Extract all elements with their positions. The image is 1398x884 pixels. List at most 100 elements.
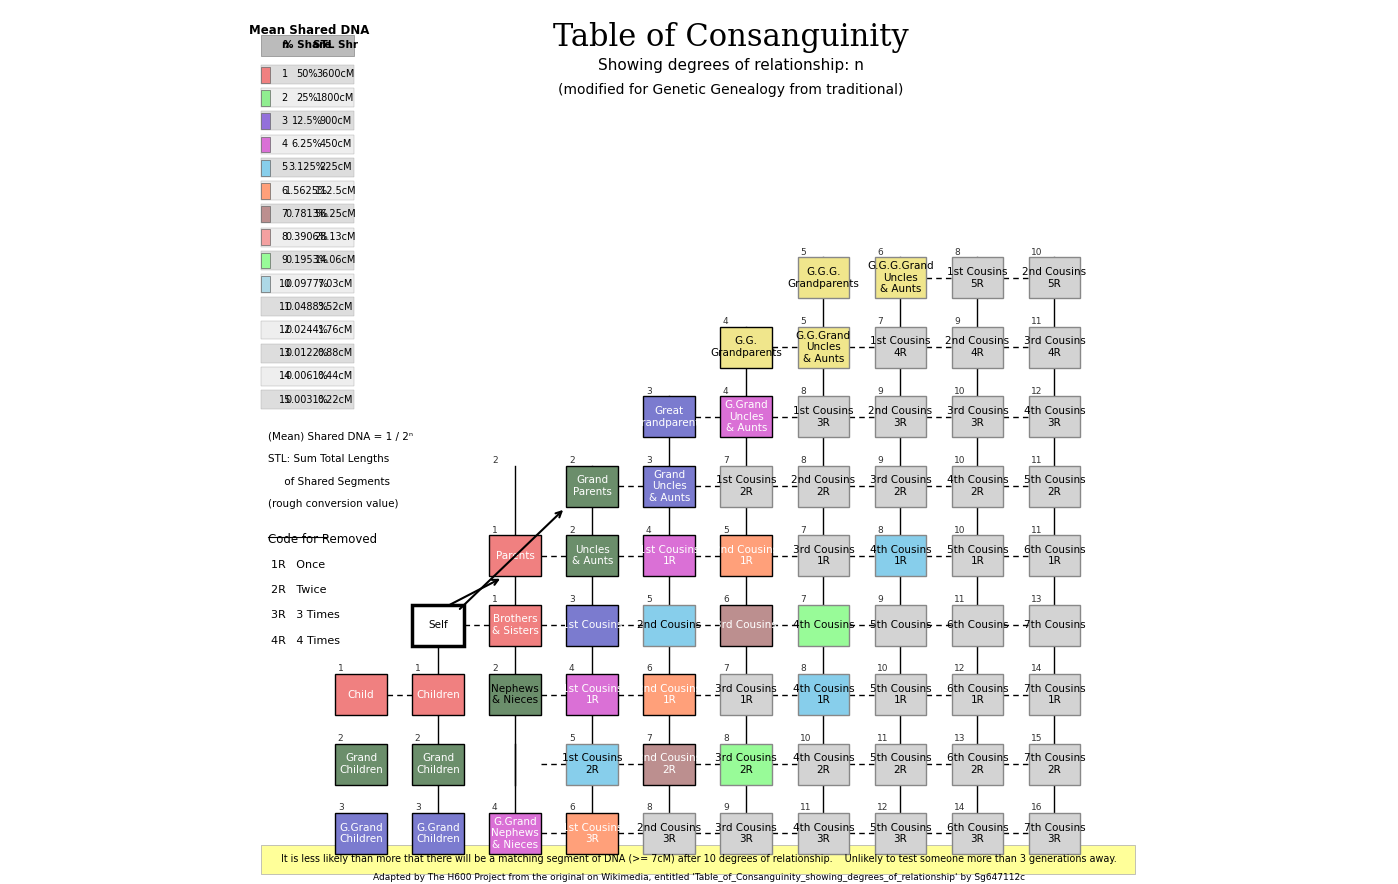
Text: 5th Cousins
2R: 5th Cousins 2R	[870, 753, 931, 775]
Text: 3rd Cousins
1R: 3rd Cousins 1R	[716, 683, 777, 705]
Text: 5: 5	[800, 248, 805, 256]
Text: 4th Cousins
1R: 4th Cousins 1R	[793, 683, 854, 705]
Text: 4: 4	[492, 804, 498, 812]
FancyBboxPatch shape	[261, 276, 270, 292]
Text: 9: 9	[953, 317, 960, 326]
Text: 8: 8	[800, 386, 805, 396]
Text: 7th Cousins
1R: 7th Cousins 1R	[1023, 683, 1085, 705]
Text: 9: 9	[877, 456, 882, 465]
Text: 6: 6	[877, 248, 882, 256]
FancyBboxPatch shape	[261, 183, 270, 199]
Text: 112.5cM: 112.5cM	[315, 186, 356, 195]
Text: 8: 8	[877, 525, 882, 535]
Text: G.Grand
Uncles
& Aunts: G.Grand Uncles & Aunts	[724, 400, 768, 433]
Text: 4R   4 Times: 4R 4 Times	[271, 636, 340, 645]
FancyBboxPatch shape	[720, 535, 772, 576]
FancyBboxPatch shape	[489, 813, 541, 854]
FancyBboxPatch shape	[720, 605, 772, 645]
Text: 3600cM: 3600cM	[316, 69, 355, 80]
FancyBboxPatch shape	[489, 535, 541, 576]
Text: 56.25cM: 56.25cM	[315, 209, 356, 219]
Text: 7: 7	[281, 209, 288, 219]
Text: 2nd Cousins
4R: 2nd Cousins 4R	[945, 337, 1009, 358]
Text: 7: 7	[877, 317, 882, 326]
Text: 10: 10	[953, 386, 966, 396]
Text: 1st Cousins
4R: 1st Cousins 4R	[870, 337, 931, 358]
Text: 10: 10	[1032, 248, 1043, 256]
FancyBboxPatch shape	[261, 204, 354, 224]
Text: 2: 2	[492, 665, 498, 674]
Text: 7th Cousins: 7th Cousins	[1023, 620, 1085, 630]
Text: 5th Cousins
2R: 5th Cousins 2R	[1023, 476, 1085, 497]
Text: 0.22cM: 0.22cM	[317, 394, 354, 405]
Text: 11: 11	[1032, 456, 1043, 465]
Text: G.G.G.Grand
Uncles
& Aunts: G.G.G.Grand Uncles & Aunts	[867, 262, 934, 294]
Text: 7: 7	[800, 595, 805, 604]
FancyBboxPatch shape	[720, 674, 772, 715]
Text: 6th Cousins
1R: 6th Cousins 1R	[1023, 545, 1085, 567]
Text: 11: 11	[1032, 317, 1043, 326]
Text: 4: 4	[569, 665, 575, 674]
FancyBboxPatch shape	[720, 396, 772, 438]
Text: 1st Cousins
1R: 1st Cousins 1R	[562, 683, 622, 705]
FancyBboxPatch shape	[261, 134, 354, 154]
FancyBboxPatch shape	[261, 181, 354, 200]
FancyBboxPatch shape	[797, 327, 849, 368]
FancyBboxPatch shape	[643, 743, 695, 785]
Text: 2: 2	[492, 456, 498, 465]
Text: 0.7813%: 0.7813%	[285, 209, 329, 219]
Text: 5: 5	[723, 525, 728, 535]
FancyBboxPatch shape	[336, 813, 387, 854]
FancyBboxPatch shape	[261, 227, 354, 247]
FancyBboxPatch shape	[1029, 396, 1081, 438]
FancyBboxPatch shape	[261, 206, 270, 222]
Text: 8: 8	[800, 665, 805, 674]
Text: 3rd Cousins
3R: 3rd Cousins 3R	[946, 406, 1008, 428]
FancyBboxPatch shape	[261, 845, 1135, 874]
FancyBboxPatch shape	[952, 327, 1004, 368]
Text: 6: 6	[569, 804, 575, 812]
Text: 2nd Cousins
2R: 2nd Cousins 2R	[791, 476, 856, 497]
Text: 5: 5	[569, 734, 575, 743]
Text: 7th Cousins
3R: 7th Cousins 3R	[1023, 823, 1085, 844]
Text: 6.25%: 6.25%	[292, 139, 323, 149]
Text: 4th Cousins
3R: 4th Cousins 3R	[793, 823, 854, 844]
Text: 0.0031%: 0.0031%	[285, 394, 329, 405]
Text: Parents: Parents	[496, 551, 534, 560]
FancyBboxPatch shape	[952, 466, 1004, 507]
FancyBboxPatch shape	[643, 813, 695, 854]
FancyBboxPatch shape	[412, 674, 464, 715]
Text: 2: 2	[338, 734, 344, 743]
FancyBboxPatch shape	[797, 605, 849, 645]
FancyBboxPatch shape	[261, 65, 354, 84]
Text: 3.52cM: 3.52cM	[317, 301, 354, 312]
Text: 1st Cousins: 1st Cousins	[562, 620, 622, 630]
Text: 6th Cousins
1R: 6th Cousins 1R	[946, 683, 1008, 705]
FancyBboxPatch shape	[261, 113, 270, 129]
Text: 10: 10	[953, 456, 966, 465]
Text: Great
Grandparents: Great Grandparents	[633, 406, 705, 428]
Text: 9: 9	[877, 595, 882, 604]
Text: 11: 11	[953, 595, 966, 604]
FancyBboxPatch shape	[643, 605, 695, 645]
FancyBboxPatch shape	[261, 88, 354, 107]
FancyBboxPatch shape	[797, 535, 849, 576]
Text: G.Grand
Children: G.Grand Children	[340, 823, 383, 844]
Text: 13: 13	[1032, 595, 1043, 604]
Text: 7th Cousins
2R: 7th Cousins 2R	[1023, 753, 1085, 775]
Text: 5: 5	[646, 595, 651, 604]
FancyBboxPatch shape	[875, 674, 927, 715]
FancyBboxPatch shape	[566, 466, 618, 507]
Text: 8: 8	[723, 734, 728, 743]
Text: 1.5625%: 1.5625%	[285, 186, 329, 195]
FancyBboxPatch shape	[1029, 605, 1081, 645]
Text: 10: 10	[278, 278, 291, 288]
Text: Table of Consanguinity: Table of Consanguinity	[552, 22, 909, 53]
Text: Self: Self	[428, 620, 449, 630]
Text: 13: 13	[953, 734, 966, 743]
Text: 2nd Cousins
3R: 2nd Cousins 3R	[637, 823, 702, 844]
Text: 12: 12	[278, 325, 291, 335]
Text: 0.0488%: 0.0488%	[285, 301, 329, 312]
Text: % Share: % Share	[282, 41, 331, 50]
FancyBboxPatch shape	[1029, 257, 1081, 298]
